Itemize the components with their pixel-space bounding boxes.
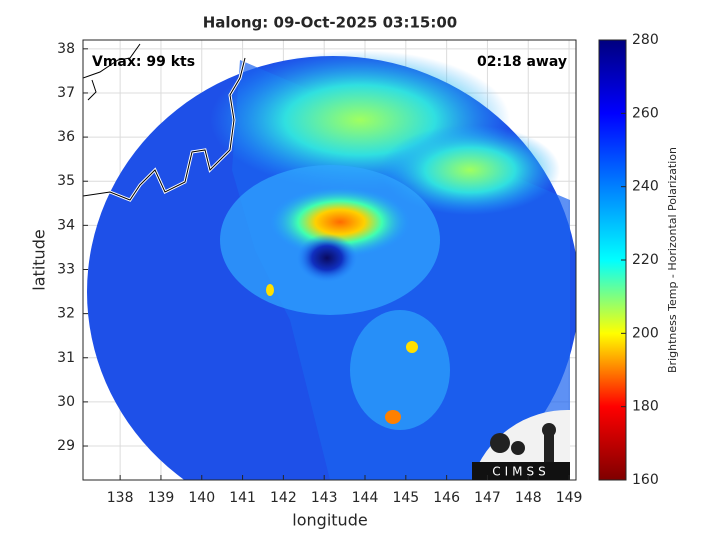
x-tick-label: 149 xyxy=(556,490,583,506)
y-tick-label: 29 xyxy=(57,438,75,454)
x-tick-label: 144 xyxy=(352,490,379,506)
y-tick-label: 35 xyxy=(57,173,75,189)
imagery xyxy=(83,43,576,480)
x-tick-label: 139 xyxy=(148,490,175,506)
y-tick-label: 36 xyxy=(57,129,75,145)
colorbar-tick-label: 260 xyxy=(632,105,659,121)
colorbar-tick-label: 220 xyxy=(632,252,659,268)
colorbar-tick-label: 160 xyxy=(632,472,659,488)
colorbar-tick-label: 180 xyxy=(632,399,659,415)
colorbar-label: Brightness Temp - Horizontal Polarizatio… xyxy=(666,147,679,373)
x-tick-label: 147 xyxy=(474,490,501,506)
y-tick-label: 30 xyxy=(57,394,75,410)
y-tick-label: 37 xyxy=(57,85,75,101)
y-tick-label: 33 xyxy=(57,261,75,277)
colorbar-tick-label: 240 xyxy=(632,179,659,195)
x-tick-label: 145 xyxy=(392,490,419,506)
x-tick-label: 143 xyxy=(311,490,338,506)
y-tick-label: 31 xyxy=(57,350,75,366)
x-tick-label: 148 xyxy=(515,490,542,506)
x-tick-label: 146 xyxy=(433,490,460,506)
colorbar-tick-label: 280 xyxy=(632,32,659,48)
annotation: 02:18 away xyxy=(477,54,567,70)
plot-frame xyxy=(82,39,577,481)
annotation: Vmax: 99 kts xyxy=(92,54,195,70)
y-tick-label: 32 xyxy=(57,306,75,322)
y-axis-label: latitude xyxy=(30,229,49,290)
chart-title: Halong: 09-Oct-2025 03:15:00 xyxy=(203,14,458,32)
x-tick-label: 142 xyxy=(270,490,297,506)
y-tick-label: 38 xyxy=(57,41,75,57)
x-tick-label: 140 xyxy=(188,490,215,506)
x-axis-label: longitude xyxy=(292,511,367,530)
y-tick-label: 34 xyxy=(57,217,75,233)
x-tick-label: 138 xyxy=(107,490,134,506)
colorbar-tick-label: 200 xyxy=(632,325,659,341)
logo: CIMSS xyxy=(472,409,570,480)
logo-text: CIMSS xyxy=(492,465,550,479)
x-tick-label: 141 xyxy=(229,490,256,506)
